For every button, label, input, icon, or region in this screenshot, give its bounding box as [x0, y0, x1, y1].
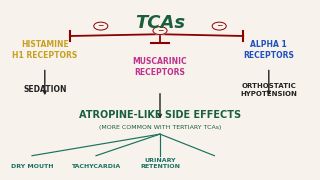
Text: −: −	[98, 22, 104, 31]
Text: URINARY
RETENTION: URINARY RETENTION	[140, 158, 180, 169]
Text: −: −	[216, 22, 222, 31]
Text: ALPHA 1
RECEPTORS: ALPHA 1 RECEPTORS	[244, 40, 294, 60]
Circle shape	[212, 22, 226, 30]
Circle shape	[94, 22, 108, 30]
Text: MUSCARINIC
RECEPTORS: MUSCARINIC RECEPTORS	[133, 57, 187, 77]
Text: DRY MOUTH: DRY MOUTH	[11, 164, 53, 169]
Text: (MORE COMMON WITH TERTIARY TCAs): (MORE COMMON WITH TERTIARY TCAs)	[99, 125, 221, 130]
Circle shape	[153, 27, 167, 35]
Text: −: −	[157, 26, 163, 35]
Text: HISTAMINE
H1 RECEPTORS: HISTAMINE H1 RECEPTORS	[12, 40, 77, 60]
Text: TACHYCARDIA: TACHYCARDIA	[71, 164, 121, 169]
Text: ATROPINE-LIKE SIDE EFFECTS: ATROPINE-LIKE SIDE EFFECTS	[79, 110, 241, 120]
Text: TCAs: TCAs	[135, 14, 185, 32]
Text: ORTHOSTATIC
HYPOTENSION: ORTHOSTATIC HYPOTENSION	[240, 83, 297, 97]
Text: SEDATION: SEDATION	[23, 86, 67, 94]
